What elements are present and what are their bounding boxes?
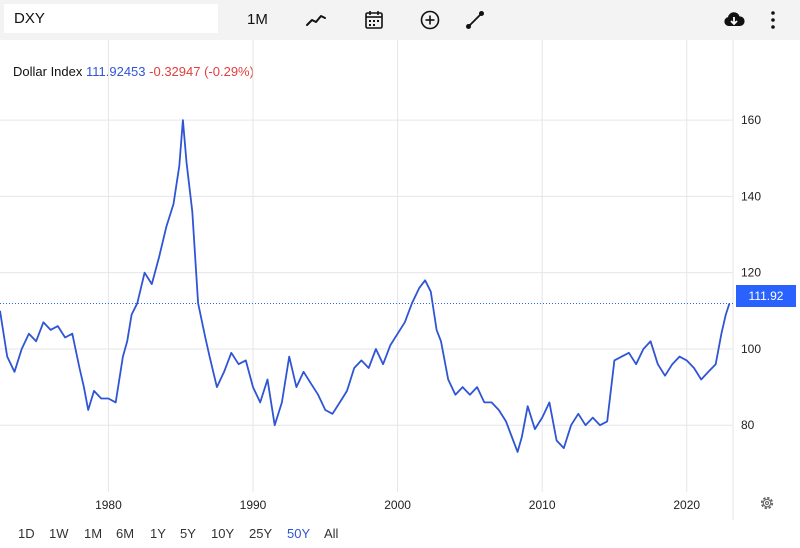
range-button-1y[interactable]: 1Y [150,526,166,541]
download-icon[interactable] [722,8,746,32]
y-tick-label: 140 [741,189,761,203]
y-tick-label: 120 [741,266,761,280]
range-selector: 1D 1W 1M 6M 1Y 5Y 10Y 25Y 50Y All [0,520,800,548]
series-line-dollar-index [0,119,731,453]
indicators-icon[interactable] [304,8,328,32]
legend-price: 111.92453 [86,64,146,79]
range-button-50y[interactable]: 50Y [287,526,311,541]
y-tick-label: 100 [741,342,761,356]
range-button-25y[interactable]: 25Y [249,526,273,541]
interval-selector[interactable]: 1M [247,11,268,28]
calendar-icon[interactable] [362,8,386,32]
symbol-search-input[interactable] [4,4,218,33]
x-tick-label: 2000 [384,498,411,512]
last-price-label: 111.92 [736,285,796,307]
range-button-1w[interactable]: 1W [49,526,69,541]
range-button-all[interactable]: All [324,526,339,541]
legend-change: -0.32947 (-0.29%) [149,64,254,79]
y-tick-label: 80 [741,418,755,432]
chart-toolbar: 1M [0,0,800,40]
time-axis[interactable]: 1980 1990 2000 2010 2020 [95,498,700,512]
legend-symbol-name: Dollar Index [13,64,83,79]
grid [0,40,733,492]
x-tick-label: 1980 [95,498,122,512]
price-chart[interactable]: 80 100 120 140 160 1980 1990 2000 2010 2020 [0,40,800,520]
range-button-1d[interactable]: 1D [18,526,35,541]
x-tick-label: 1990 [240,498,267,512]
range-button-5y[interactable]: 5Y [180,526,196,541]
range-button-10y[interactable]: 10Y [211,526,235,541]
range-button-1m[interactable]: 1M [84,526,103,541]
y-tick-label: 160 [741,113,761,127]
add-compare-icon[interactable] [418,8,442,32]
drawing-tool-icon[interactable] [463,8,487,32]
range-button-6m[interactable]: 6M [116,526,135,541]
x-tick-label: 2020 [673,498,700,512]
chart-legend: Dollar Index 111.92453 -0.32947 (-0.29%) [13,64,254,79]
more-icon[interactable] [761,8,785,32]
settings-gear-icon[interactable] [758,494,776,512]
price-axis[interactable]: 80 100 120 140 160 [741,113,761,432]
x-tick-label: 2010 [529,498,556,512]
